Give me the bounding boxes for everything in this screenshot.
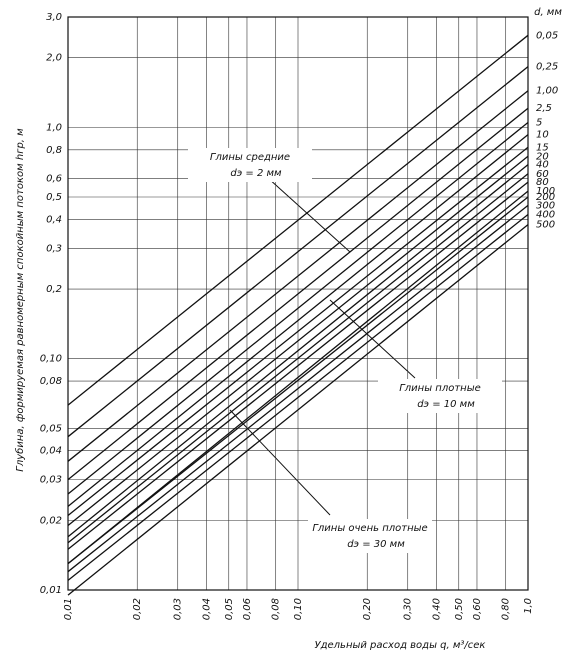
legend-label: 40 [536,160,549,171]
x-tick-label: 0,40 [431,598,442,620]
legend-label: 400 [536,210,555,221]
series-line [67,155,529,527]
legend-label: 20 [536,151,549,162]
series-line [67,146,529,516]
annotation-bg [308,519,432,553]
legend-label: 2,5 [536,103,552,114]
legend-label: 1,00 [536,86,558,97]
series-line [67,214,529,581]
legend-label: 500 [536,220,555,231]
annotation-title: Глины очень плотные [312,523,427,534]
y-tick-label: 1,0 [46,122,62,133]
legend-label: 60 [536,169,549,180]
y-tick-label: 0,5 [46,192,62,203]
legend-label: 300 [536,200,555,211]
annotation-title: Глины средние [210,152,290,163]
y-tick-label: 2,0 [46,53,62,64]
y-tick-label: 0,3 [46,243,62,254]
y-tick-label: 0,4 [46,214,62,225]
x-tick-label: 0,01 [63,598,74,620]
x-tick-label: 0,50 [454,598,465,620]
x-tick-label: 0,06 [242,598,253,620]
x-tick-label: 0,10 [293,598,304,620]
series-line [67,66,529,438]
legend-label: 0,25 [536,62,558,73]
y-tick-label: 0,10 [40,354,62,365]
series-line [67,107,529,481]
series-line [67,224,529,596]
x-tick-label: 0,05 [224,598,235,620]
series-line [67,204,529,573]
series-line [67,121,529,495]
y-tick-label: 0,04 [40,446,62,457]
y-tick-label: 0,8 [46,145,62,156]
x-tick-label: 0,02 [132,598,143,620]
series-line [67,34,529,406]
legend-label: 100 [536,186,555,197]
series-line [67,196,529,565]
y-tick-label: 0,6 [46,174,62,185]
annotation-title: Глины плотные [399,383,481,394]
legend-title: d, мм [534,7,562,18]
y-tick-label: 0,03 [40,475,62,486]
legend-label: 10 [536,130,549,141]
y-tick-label: 0,08 [40,376,62,387]
annotation-bg [188,148,312,182]
legend-label: 5 [536,117,542,128]
leader-line [267,177,351,253]
series-line [67,181,529,550]
legend-label: 200 [536,192,555,203]
y-tick-label: 3,0 [46,12,62,23]
x-tick-label: 0,03 [173,598,184,620]
leader-line [229,409,331,516]
series-line [67,134,529,507]
x-tick-label: 0,20 [362,598,373,620]
annotation-text: dэ = 2 мм [230,168,282,179]
series-line [67,173,529,544]
annotation-text: dэ = 10 мм [417,399,475,410]
y-axis-label: Глубина, формируемая равномерным спокойн… [14,128,26,472]
legend-label: 0,05 [536,30,558,41]
x-tick-label: 1,0 [523,598,534,614]
y-tick-label: 0,02 [40,515,62,526]
y-tick-label: 0,01 [40,585,62,596]
x-tick-label: 0,60 [472,598,483,620]
plot-frame [67,16,529,591]
series-line [67,190,529,565]
x-axis-label: Удельный расход воды q, м³/сек [315,640,486,651]
y-tick-label: 0,05 [40,423,62,434]
x-tick-label: 0,08 [271,598,282,620]
y-tick-label: 0,2 [46,284,62,295]
series-line [67,90,529,462]
legend-label: 15 [536,142,549,153]
x-tick-label: 0,04 [201,598,212,620]
annotation-text: dэ = 30 мм [347,539,405,550]
x-tick-label: 0,80 [501,598,512,620]
annotation-bg [378,379,502,413]
x-tick-label: 0,30 [403,598,414,620]
legend-label: 80 [536,177,549,188]
series-line [67,164,529,538]
